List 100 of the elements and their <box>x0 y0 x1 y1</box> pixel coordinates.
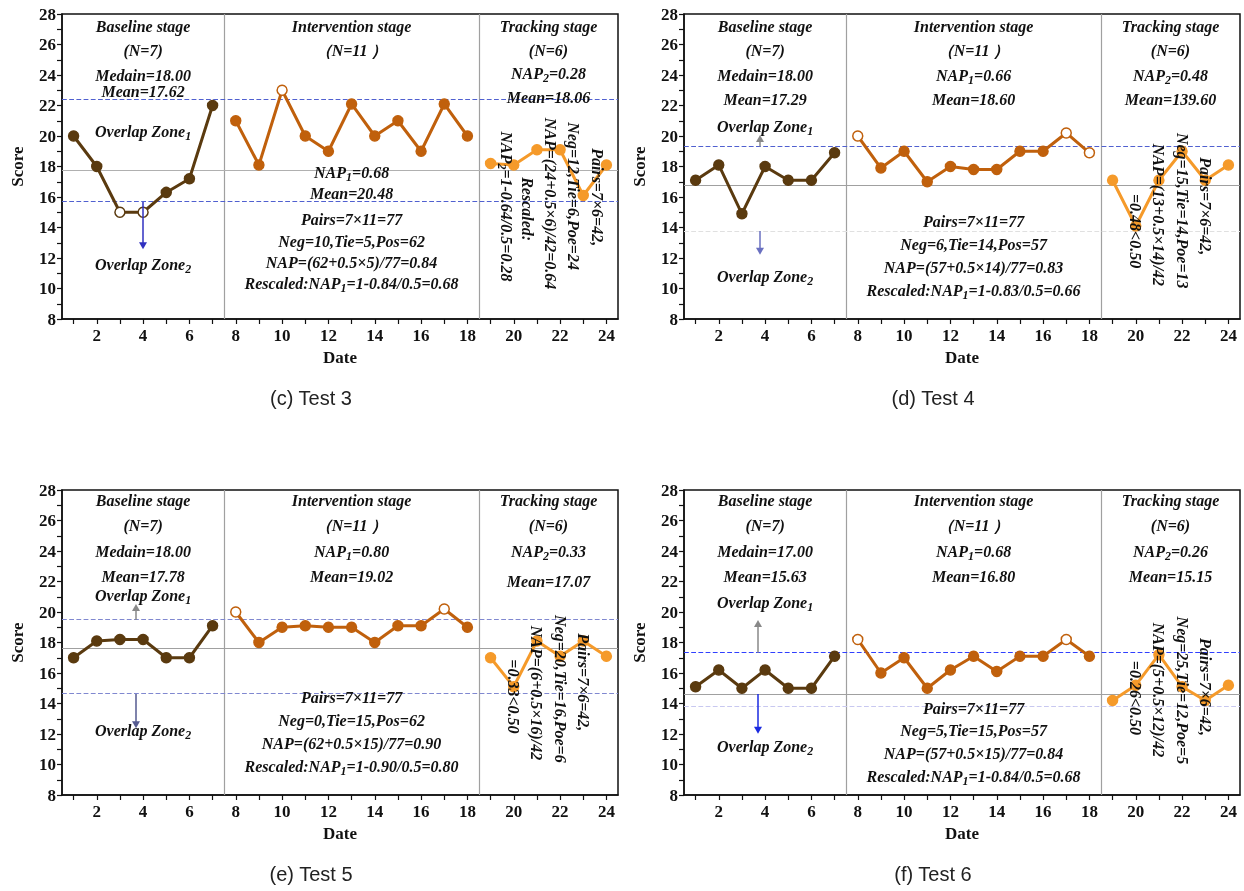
point <box>369 636 381 649</box>
annotation: Mean=19.02 <box>308 568 394 586</box>
annotation: Tracking stage <box>1121 17 1220 36</box>
annotation: （N=11 ） <box>937 42 1010 61</box>
point <box>1106 174 1119 186</box>
x-axis-title: Date <box>323 823 358 843</box>
annotation: NAP=(57+0.5×15)/77=0.84 <box>882 745 1064 764</box>
x-tick-label: 24 <box>1219 326 1238 345</box>
point <box>1014 145 1026 157</box>
point <box>600 650 613 662</box>
y-tick-label: 22 <box>661 96 678 115</box>
x-axis-title: Date <box>323 347 358 367</box>
annotation: Tracking stage <box>499 492 598 511</box>
point <box>805 174 818 186</box>
point <box>345 98 358 110</box>
annotation: Pairs=7×6=42, <box>588 147 606 247</box>
point <box>392 115 404 127</box>
x-tick-label: 22 <box>551 326 569 345</box>
y-tick-label: 14 <box>39 218 57 237</box>
point <box>921 176 933 188</box>
annotation: （N=11 ） <box>315 42 388 61</box>
point <box>438 98 450 110</box>
y-tick-label: 10 <box>661 755 678 774</box>
point <box>253 159 265 171</box>
annotation: Neg=15,Tie=14,Poe=13 <box>1172 131 1191 289</box>
y-tick-label: 8 <box>47 309 56 329</box>
annotation: Neg=6,Tie=14,Pos=57 <box>899 235 1048 254</box>
annotation: NAP=(5+0.5×12)/42 <box>1149 621 1168 758</box>
x-tick-label: 4 <box>760 802 770 821</box>
point <box>392 619 404 632</box>
x-tick-label: 24 <box>597 326 616 345</box>
point <box>736 682 748 694</box>
annotation: Mean=17.29 <box>722 90 807 108</box>
point <box>782 682 794 694</box>
annotation: (N=7) <box>123 516 163 535</box>
annotation: Mean=16.80 <box>930 568 1016 586</box>
point <box>67 652 80 664</box>
point <box>713 664 725 676</box>
annotation: Intervention stage <box>912 17 1034 36</box>
point <box>253 636 265 649</box>
y-tick-label: 16 <box>39 187 56 207</box>
annotation: Baseline stage <box>94 17 191 36</box>
point <box>415 619 427 632</box>
annotation: Mean=17.78 <box>100 568 185 586</box>
point <box>183 172 196 185</box>
annotation: Neg=10,Tie=5,Pos=62 <box>277 232 425 251</box>
point <box>782 174 794 186</box>
annotation: Neg=5,Tie=15,Pos=57 <box>899 722 1048 741</box>
y-tick-label: 26 <box>661 35 678 54</box>
x-tick-label: 6 <box>185 326 194 345</box>
text: (c) Test 3 <box>270 387 352 409</box>
point <box>114 633 126 646</box>
y-tick-label: 16 <box>661 187 678 207</box>
y-tick-label: 10 <box>661 279 678 298</box>
x-tick-label: 4 <box>138 802 148 821</box>
annotation: (N=6) <box>528 42 569 61</box>
x-axis-title: Date <box>945 823 980 843</box>
annotation: Neg=25,Tie=12,Poe=5 <box>1172 615 1191 765</box>
y-tick-label: 24 <box>661 65 679 85</box>
annotation: NAP=(24+0.5×6)/42=0.64 <box>541 116 560 290</box>
x-tick-label: 8 <box>231 802 240 821</box>
point <box>828 650 841 662</box>
annotation: NAP=(62+0.5×5)/77=0.84 <box>264 254 438 273</box>
x-tick-label: 18 <box>458 326 476 345</box>
x-tick-label: 2 <box>92 326 101 345</box>
point <box>713 159 725 171</box>
x-tick-label: 12 <box>941 802 959 821</box>
x-tick-label: 14 <box>366 802 384 821</box>
x-tick-label: 8 <box>853 326 862 345</box>
y-tick-label: 24 <box>661 541 679 561</box>
annotation: Pairs=7×11=77 <box>300 688 404 706</box>
annotation: Baseline stage <box>716 492 813 511</box>
point <box>461 130 474 142</box>
annotation: Pairs=7×11=77 <box>922 699 1026 717</box>
point <box>1222 679 1235 691</box>
y-tick-label: 12 <box>661 724 678 744</box>
point <box>1060 127 1072 139</box>
point <box>299 130 311 142</box>
x-tick-label: 12 <box>319 326 337 345</box>
annotation: Medain=18.00 <box>716 66 813 84</box>
y-tick-label: 18 <box>661 633 678 652</box>
point <box>1014 650 1026 662</box>
point <box>1106 694 1119 707</box>
point <box>921 682 933 694</box>
point <box>736 208 748 220</box>
x-tick-label: 22 <box>1173 802 1191 821</box>
y-tick-label: 24 <box>39 65 57 85</box>
annotation: Neg=0,Tie=15,Pos=62 <box>277 711 425 730</box>
x-tick-label: 2 <box>92 802 101 821</box>
annotation: Mean=18.60 <box>930 90 1016 108</box>
x-tick-label: 16 <box>412 802 430 821</box>
annotation: Intervention stage <box>912 492 1034 511</box>
annotation: Tracking stage <box>1121 492 1220 511</box>
y-tick-label: 28 <box>661 4 678 24</box>
x-tick-label: 24 <box>1219 802 1238 821</box>
x-tick-label: 12 <box>941 326 959 345</box>
point <box>276 621 288 633</box>
point <box>1222 159 1235 171</box>
point <box>160 652 172 664</box>
y-tick-label: 10 <box>39 279 56 298</box>
